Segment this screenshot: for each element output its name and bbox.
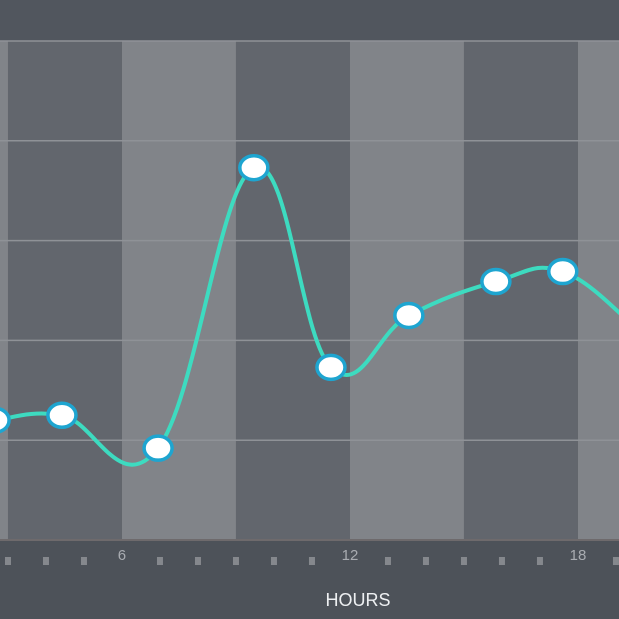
x-tick-mark xyxy=(80,557,87,565)
point xyxy=(238,153,270,182)
x-tick-mark xyxy=(42,557,49,565)
band xyxy=(7,41,122,540)
point xyxy=(46,401,78,429)
band xyxy=(463,41,578,540)
x-tick-mark xyxy=(536,557,543,565)
x-tick-label: 12 xyxy=(342,547,359,564)
point xyxy=(480,267,512,296)
x-tick-mark xyxy=(384,557,391,565)
bottom-bar xyxy=(0,540,619,619)
band xyxy=(349,41,464,540)
band xyxy=(235,41,350,540)
x-tick-mark xyxy=(308,557,315,565)
x-tick-label: 18 xyxy=(570,547,587,564)
point xyxy=(142,434,174,462)
x-tick-mark xyxy=(194,557,201,565)
x-axis-label: HOURS xyxy=(325,590,390,610)
x-tick-mark xyxy=(460,557,467,565)
band xyxy=(0,41,8,540)
x-axis: 6 12 18 xyxy=(4,547,619,565)
point xyxy=(315,353,347,382)
x-tick-label: 6 xyxy=(118,547,126,564)
x-tick-mark xyxy=(156,557,163,565)
point xyxy=(547,257,579,286)
bands xyxy=(0,41,619,540)
band xyxy=(577,41,619,540)
top-bar xyxy=(0,0,619,41)
x-tick-mark xyxy=(4,557,11,565)
x-tick-mark xyxy=(612,557,619,565)
x-tick-mark xyxy=(232,557,239,565)
point xyxy=(0,407,11,434)
x-tick-mark xyxy=(498,557,505,565)
band xyxy=(121,41,236,540)
line xyxy=(0,164,619,467)
point xyxy=(393,301,425,330)
x-tick-mark xyxy=(270,557,277,565)
x-tick-mark xyxy=(422,557,429,565)
grid xyxy=(0,40,619,541)
plot xyxy=(0,153,619,467)
